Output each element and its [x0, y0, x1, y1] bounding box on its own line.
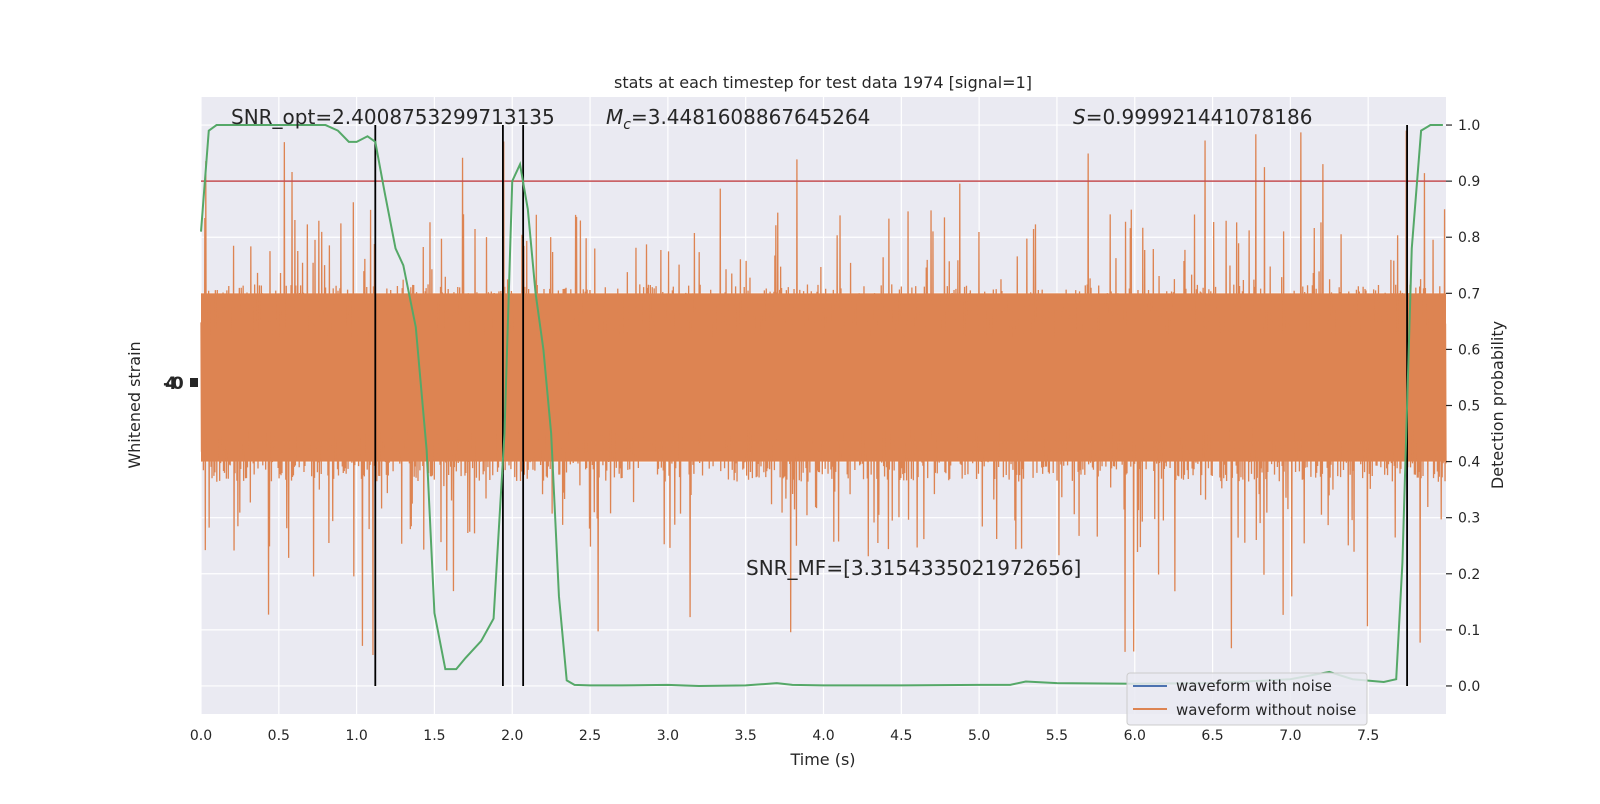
x-tick-label-3: 1.5 [423, 728, 445, 744]
x-tick-label-9: 4.5 [890, 728, 912, 744]
x-tick-label-5: 2.5 [579, 728, 601, 744]
x-tick-label-15: 7.5 [1357, 728, 1379, 744]
right-y-tick-label-3: 0.3 [1458, 511, 1480, 527]
legend-label-without-noise: waveform without noise [1176, 701, 1356, 719]
right-y-tick-label-10: 1.0 [1458, 118, 1480, 134]
x-tick-label-7: 3.5 [735, 728, 757, 744]
x-tick-label-11: 5.5 [1046, 728, 1068, 744]
chirp-mass-annotation: Mc=3.4481608867645264 [606, 105, 870, 133]
right-y-tick-label-2: 0.2 [1458, 567, 1480, 583]
x-tick-label-4: 2.0 [501, 728, 523, 744]
snr-mf-annotation: SNR_MF=[3.3154335021972656] [746, 556, 1081, 580]
x-tick-layer: 0.0 0.5 1.0 1.5 2.0 2.5 3.0 3.5 4.0 4.5 5.0 5.5 6.0 6… [190, 728, 1379, 744]
chirp-mass-subscript: c [623, 117, 631, 133]
right-y-tick-label-1: 0.1 [1458, 623, 1480, 639]
right-y-tick-label-0: 0.0 [1458, 679, 1480, 695]
right-y-axis-label: Detection probability [1488, 321, 1507, 489]
legend-box [1126, 672, 1368, 726]
left-y-axis-label: Whitened strain [125, 341, 144, 468]
right-y-tick-label-5: 0.5 [1458, 399, 1480, 415]
right-y-tick-label-6: 0.6 [1458, 342, 1480, 358]
chart-title: stats at each timestep for test data 197… [614, 73, 1032, 92]
s-value: =0.999921441078186 [1086, 105, 1313, 129]
waveform-without-noise-series [200, 130, 1447, 655]
right-y-tick-label-8: 0.8 [1458, 230, 1480, 246]
s-annotation: S=0.999921441078186 [1073, 105, 1312, 129]
legend-label-with-noise: waveform with noise [1176, 677, 1332, 695]
vertical-markers-layer [374, 125, 1408, 686]
noise-waveform-line [200, 130, 1447, 655]
chirp-mass-symbol: M [606, 105, 623, 129]
x-axis-label: Time (s) [789, 750, 855, 769]
legend: waveform with noise waveform without noi… [1126, 672, 1368, 726]
s-symbol: S [1073, 105, 1086, 129]
right-y-tick-layer: 0.0 0.1 0.2 0.3 0.4 0.5 0.6 0.7 0.8 0.9 1.0 [1446, 118, 1480, 695]
snr-opt-annotation: SNR_opt=2.4008753299713135 [231, 105, 555, 129]
x-tick-label-10: 5.0 [968, 728, 990, 744]
x-tick-label-1: 0.5 [268, 728, 290, 744]
x-tick-label-6: 3.0 [657, 728, 679, 744]
x-tick-label-8: 4.0 [812, 728, 834, 744]
x-tick-label-13: 6.5 [1201, 728, 1223, 744]
right-y-tick-label-9: 0.9 [1458, 174, 1480, 190]
right-y-tick-label-7: 0.7 [1458, 286, 1480, 302]
x-tick-label-12: 6.0 [1124, 728, 1146, 744]
chirp-mass-value: =3.4481608867645264 [631, 105, 870, 129]
x-tick-label-14: 7.0 [1279, 728, 1301, 744]
x-tick-label-2: 1.0 [345, 728, 367, 744]
x-tick-label-0: 0.0 [190, 728, 212, 744]
left-axis-tick-mark [190, 378, 198, 387]
right-y-tick-label-4: 0.4 [1458, 455, 1480, 471]
